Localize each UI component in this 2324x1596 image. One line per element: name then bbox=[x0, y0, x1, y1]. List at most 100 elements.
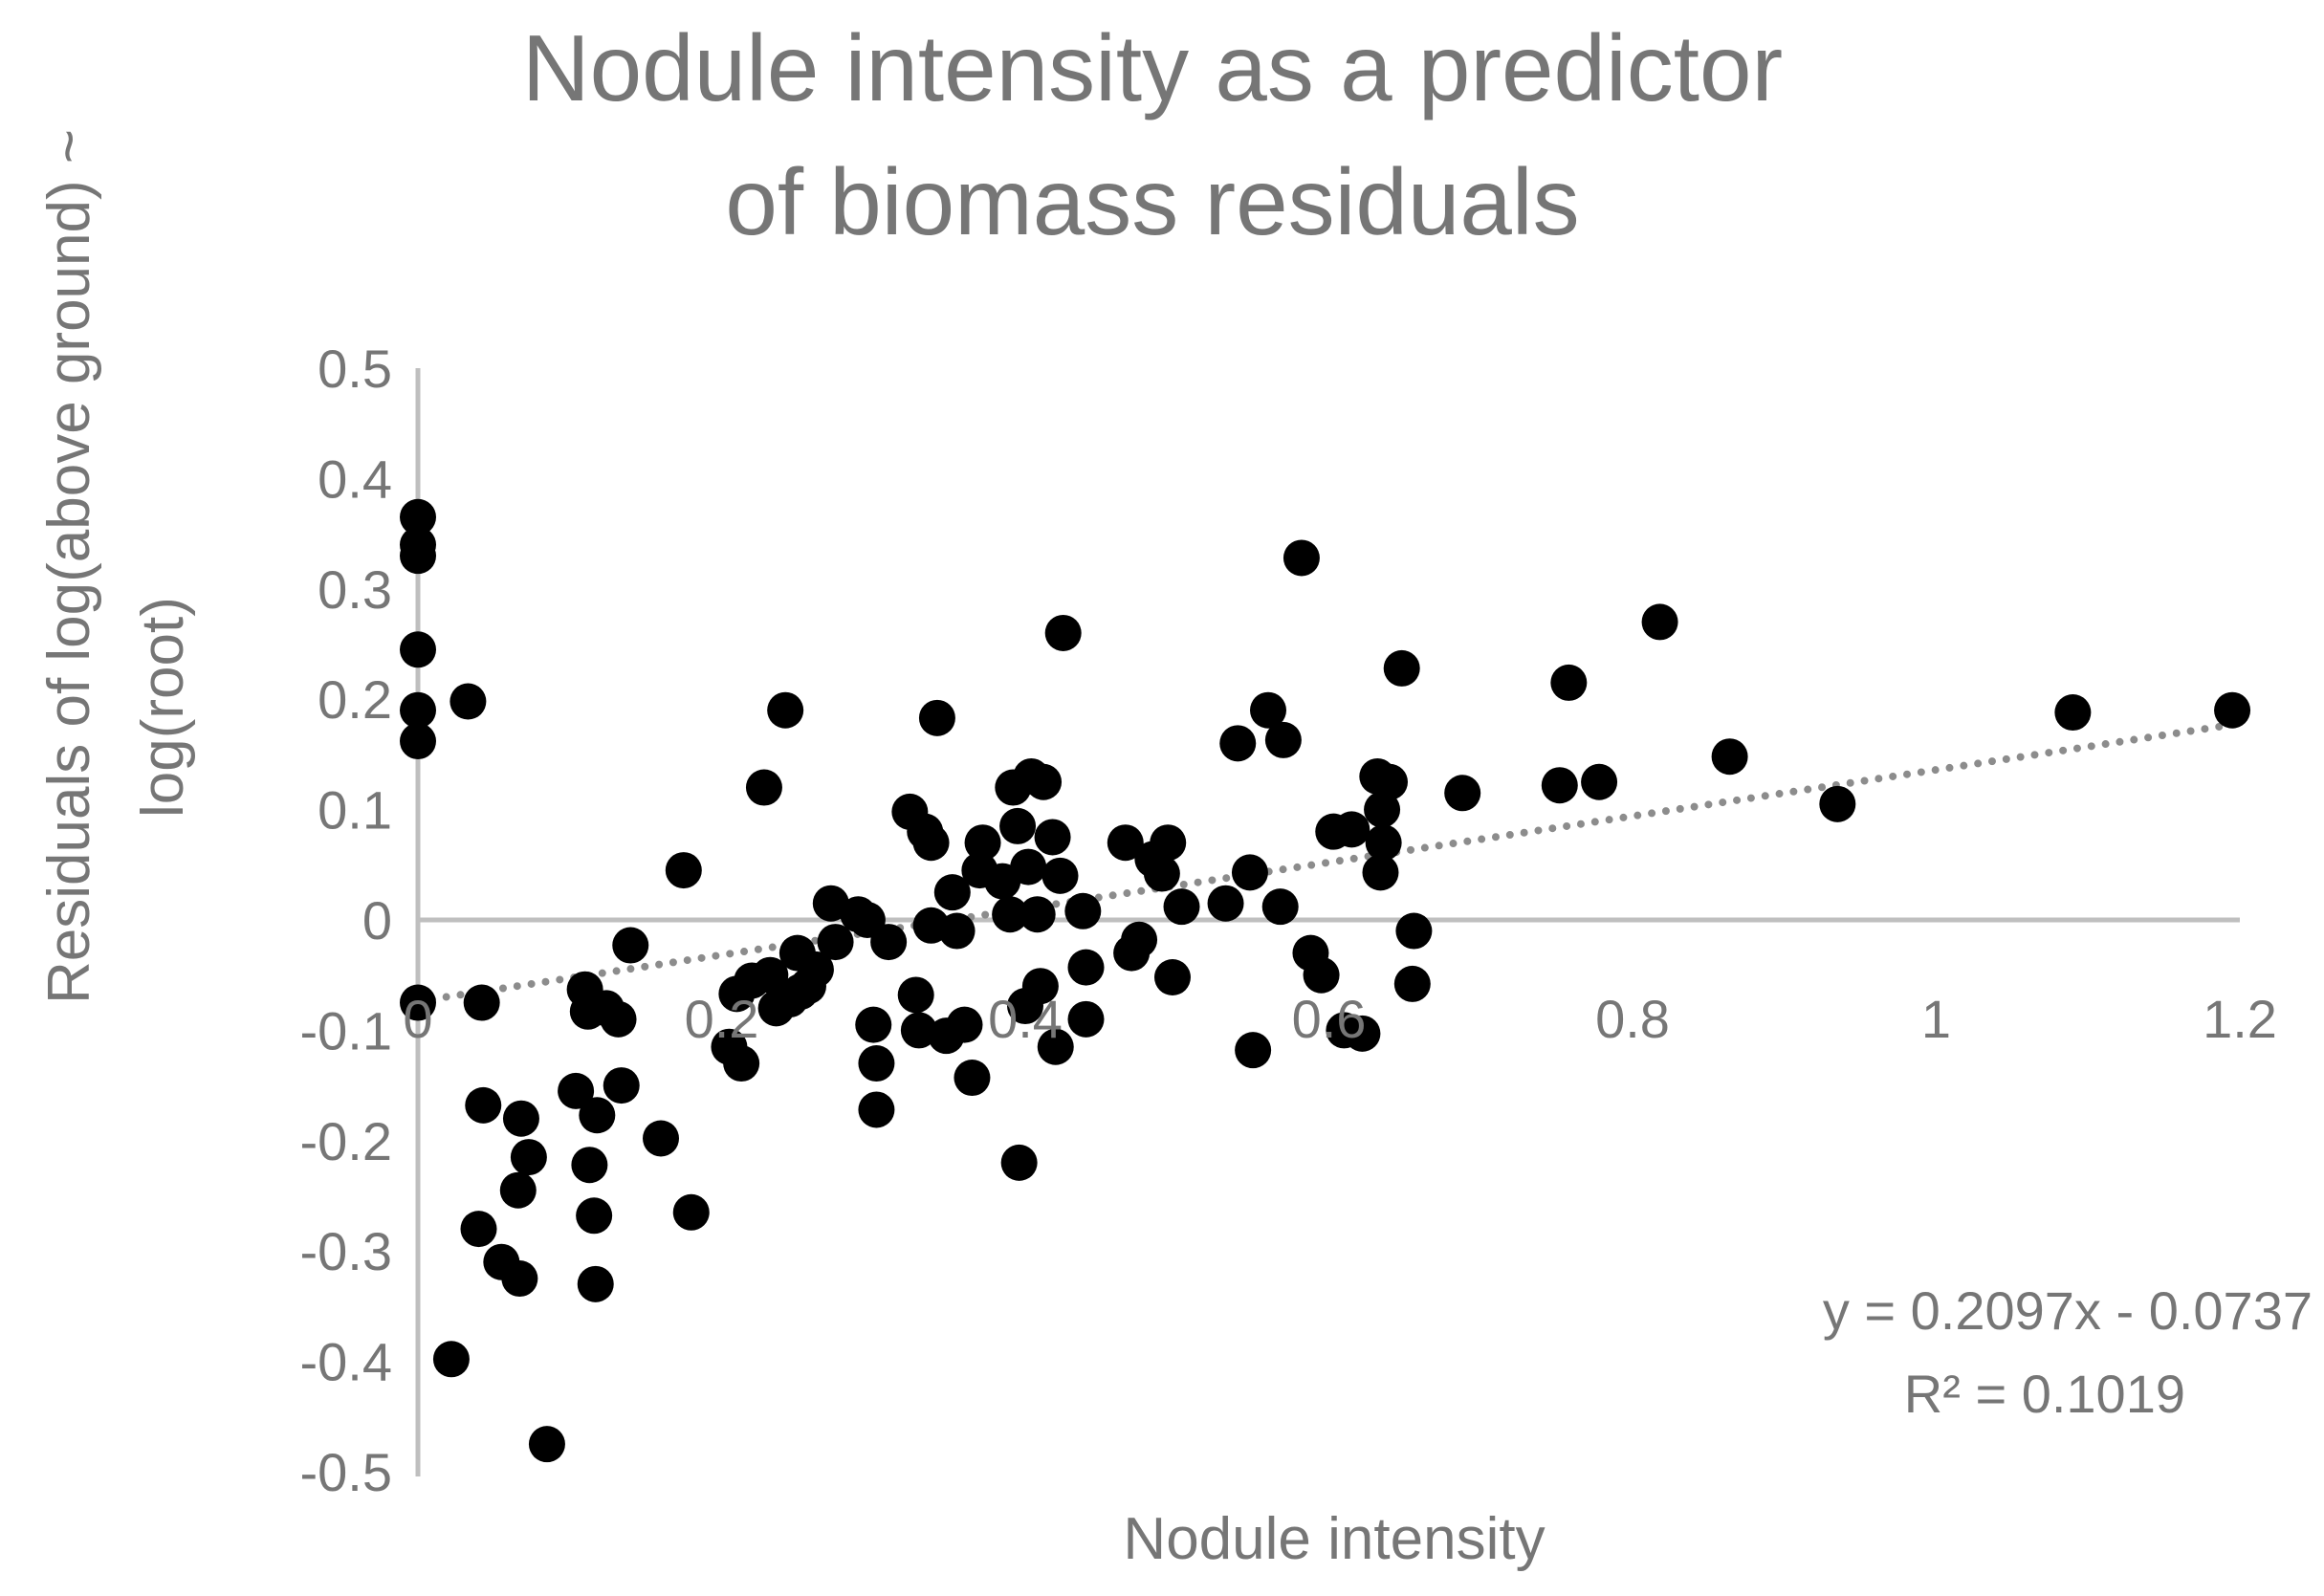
data-point bbox=[400, 537, 436, 575]
data-point bbox=[665, 852, 702, 889]
data-point bbox=[897, 976, 934, 1014]
data-points bbox=[400, 498, 2251, 1463]
data-point bbox=[1362, 854, 1399, 891]
y-tick-label: 0.4 bbox=[318, 448, 392, 509]
trendline-equation: y = 0.2097x - 0.0737 bbox=[1823, 1280, 2313, 1341]
y-tick-label: 0.5 bbox=[318, 339, 392, 399]
data-point bbox=[1395, 912, 1433, 950]
data-point bbox=[745, 769, 782, 806]
data-point bbox=[510, 1139, 547, 1176]
data-point bbox=[1365, 824, 1402, 862]
y-tick-label: 0.1 bbox=[318, 780, 392, 841]
data-point bbox=[1371, 763, 1408, 800]
data-point bbox=[528, 1426, 565, 1463]
y-axis-title-line-1: Residuals of log(above ground) ~ bbox=[36, 129, 102, 1004]
data-point bbox=[918, 699, 955, 736]
data-point bbox=[1044, 614, 1082, 651]
y-axis-title-line-2: log(root) bbox=[130, 597, 196, 818]
data-point bbox=[900, 1012, 937, 1049]
data-point bbox=[460, 1211, 497, 1248]
data-point bbox=[812, 885, 849, 922]
data-point bbox=[463, 984, 500, 1021]
x-tick-label: 0.2 bbox=[685, 989, 759, 1049]
data-point bbox=[1333, 811, 1370, 848]
data-point bbox=[767, 691, 804, 729]
data-point bbox=[912, 824, 950, 862]
data-point bbox=[1021, 968, 1059, 1005]
data-point bbox=[579, 1097, 616, 1134]
data-point bbox=[672, 1193, 710, 1231]
data-point bbox=[1064, 892, 1102, 929]
data-point bbox=[723, 1045, 760, 1082]
data-point bbox=[1163, 888, 1200, 926]
data-point bbox=[576, 1197, 613, 1235]
data-point bbox=[577, 1265, 614, 1302]
data-point bbox=[992, 896, 1029, 933]
data-point bbox=[1231, 854, 1268, 891]
data-point bbox=[964, 824, 1001, 862]
data-point bbox=[502, 1100, 539, 1137]
data-point bbox=[797, 951, 834, 988]
data-point bbox=[2054, 694, 2092, 732]
data-point bbox=[600, 1000, 637, 1038]
y-tick-label: -0.1 bbox=[300, 1000, 393, 1060]
data-point bbox=[400, 498, 436, 536]
data-point bbox=[1581, 763, 1618, 800]
x-tick-label: 0.8 bbox=[1595, 989, 1670, 1049]
chart-title-line-1: Nodule intensity as a predictor bbox=[522, 15, 1783, 120]
x-axis-title: Nodule intensity bbox=[1123, 1506, 1545, 1572]
r-squared-label: R² = 0.1019 bbox=[1904, 1364, 2185, 1424]
data-point bbox=[1261, 888, 1299, 926]
data-point bbox=[1283, 539, 1320, 577]
y-tick-label: 0 bbox=[362, 890, 392, 951]
data-point bbox=[933, 874, 971, 911]
data-point bbox=[1153, 959, 1191, 996]
chart-title-line-2: of biomass residuals bbox=[725, 149, 1579, 254]
data-point bbox=[1364, 791, 1401, 828]
data-point bbox=[999, 807, 1037, 844]
y-tick-label: -0.5 bbox=[300, 1442, 393, 1502]
data-point bbox=[1550, 664, 1588, 701]
tick-labels: 0.50.40.30.20.10-0.1-0.2-0.3-0.4-0.50 0.2… bbox=[300, 339, 2277, 1502]
data-point bbox=[817, 924, 854, 961]
data-point bbox=[558, 1072, 595, 1109]
data-point bbox=[1641, 603, 1678, 641]
data-point bbox=[858, 1091, 895, 1128]
data-point bbox=[1711, 738, 1748, 776]
data-point bbox=[1235, 1032, 1272, 1069]
data-point bbox=[400, 723, 436, 760]
data-point bbox=[400, 691, 436, 729]
data-point bbox=[858, 1045, 895, 1082]
trendline-layer bbox=[414, 719, 2244, 1006]
y-tick-label: 0.3 bbox=[318, 559, 392, 620]
data-point bbox=[499, 1171, 537, 1209]
data-point bbox=[449, 683, 487, 720]
y-tick-label: -0.3 bbox=[300, 1221, 393, 1281]
data-point bbox=[1121, 921, 1158, 958]
data-point bbox=[1107, 824, 1144, 862]
data-point bbox=[643, 1120, 679, 1157]
y-tick-label: 0.2 bbox=[318, 669, 392, 730]
data-point bbox=[1143, 855, 1180, 892]
data-point bbox=[1150, 824, 1187, 862]
data-point bbox=[432, 1341, 470, 1378]
data-point bbox=[1344, 1015, 1381, 1052]
data-point bbox=[1034, 819, 1071, 856]
data-point bbox=[1207, 885, 1244, 922]
data-point bbox=[612, 927, 649, 964]
x-tick-label: 1.2 bbox=[2203, 989, 2277, 1049]
data-point bbox=[400, 984, 436, 1021]
data-point bbox=[1067, 1000, 1105, 1038]
data-point bbox=[752, 956, 789, 994]
data-point bbox=[465, 1086, 502, 1124]
data-point bbox=[1041, 857, 1079, 894]
data-point bbox=[501, 1260, 538, 1298]
x-tick-label: 0.4 bbox=[988, 989, 1063, 1049]
data-point bbox=[603, 1067, 640, 1104]
data-point bbox=[2214, 691, 2251, 729]
data-point bbox=[1250, 691, 1286, 729]
data-point bbox=[938, 912, 976, 950]
y-axis-title: Residuals of log(above ground) ~ log(roo… bbox=[36, 129, 196, 1004]
